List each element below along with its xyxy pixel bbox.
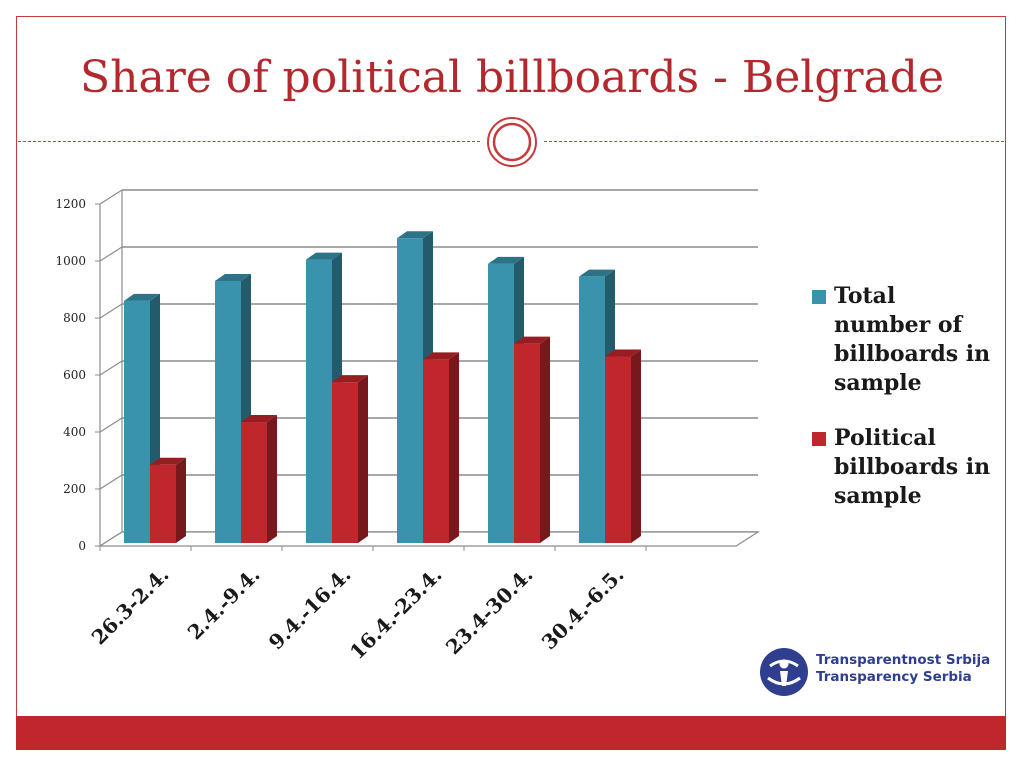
bar-political xyxy=(423,352,459,543)
y-tick-label: 1200 xyxy=(55,197,86,211)
gridline-side xyxy=(99,303,123,319)
gridline-side xyxy=(99,474,123,490)
title-divider-left xyxy=(18,141,480,142)
title-divider-right xyxy=(544,141,1004,142)
bottom-accent-band xyxy=(16,716,1006,750)
transparency-serbia-globe-icon xyxy=(760,648,808,696)
legend-label-political: Political billboards in sample xyxy=(834,425,991,509)
bar-political xyxy=(332,375,368,543)
gridline-side xyxy=(99,246,123,262)
y-tick-label: 400 xyxy=(63,425,86,439)
y-tick-label: 600 xyxy=(63,368,86,382)
y-tick-label: 0 xyxy=(78,539,86,553)
x-tick-label: 23.4-30.4. xyxy=(441,563,538,660)
legend-item-total: Total number of billboards in sample xyxy=(812,282,992,398)
legend-swatch-total xyxy=(812,290,826,304)
x-tick-label: 26.3-2.4. xyxy=(87,563,174,650)
logo-text: Transparentnost Srbija Transparency Serb… xyxy=(816,652,990,686)
bar-total xyxy=(579,269,615,543)
slide-title: Share of political billboards - Belgrade xyxy=(80,52,944,103)
legend-swatch-political xyxy=(812,432,826,446)
bar-political xyxy=(150,457,186,543)
y-tick-label: 200 xyxy=(63,482,86,496)
logo-line2: Transparency Serbia xyxy=(816,669,972,685)
x-tick-label: 2.4.-9.4. xyxy=(183,563,265,645)
gridline-side xyxy=(99,417,123,433)
x-tick-label: 9.4.-16.4. xyxy=(264,563,356,655)
gridline-side xyxy=(99,189,123,205)
circle-ornament-icon xyxy=(487,117,537,167)
logo-line1: Transparentnost Srbija xyxy=(816,652,991,668)
bar-political xyxy=(605,349,641,543)
chart-legend: Total number of billboards in sample Pol… xyxy=(812,282,992,537)
gridline-side xyxy=(99,360,123,376)
legend-label-total: Total number of billboards in sample xyxy=(834,283,991,396)
legend-item-political: Political billboards in sample xyxy=(812,424,992,511)
y-tick-label: 800 xyxy=(63,311,86,325)
x-tick-label: 16.4.-23.4. xyxy=(345,563,447,665)
bar-political xyxy=(514,336,550,543)
y-tick-label: 1000 xyxy=(55,254,86,268)
bar-political xyxy=(241,415,277,543)
x-tick-label: 30.4.-6.5. xyxy=(537,563,629,655)
